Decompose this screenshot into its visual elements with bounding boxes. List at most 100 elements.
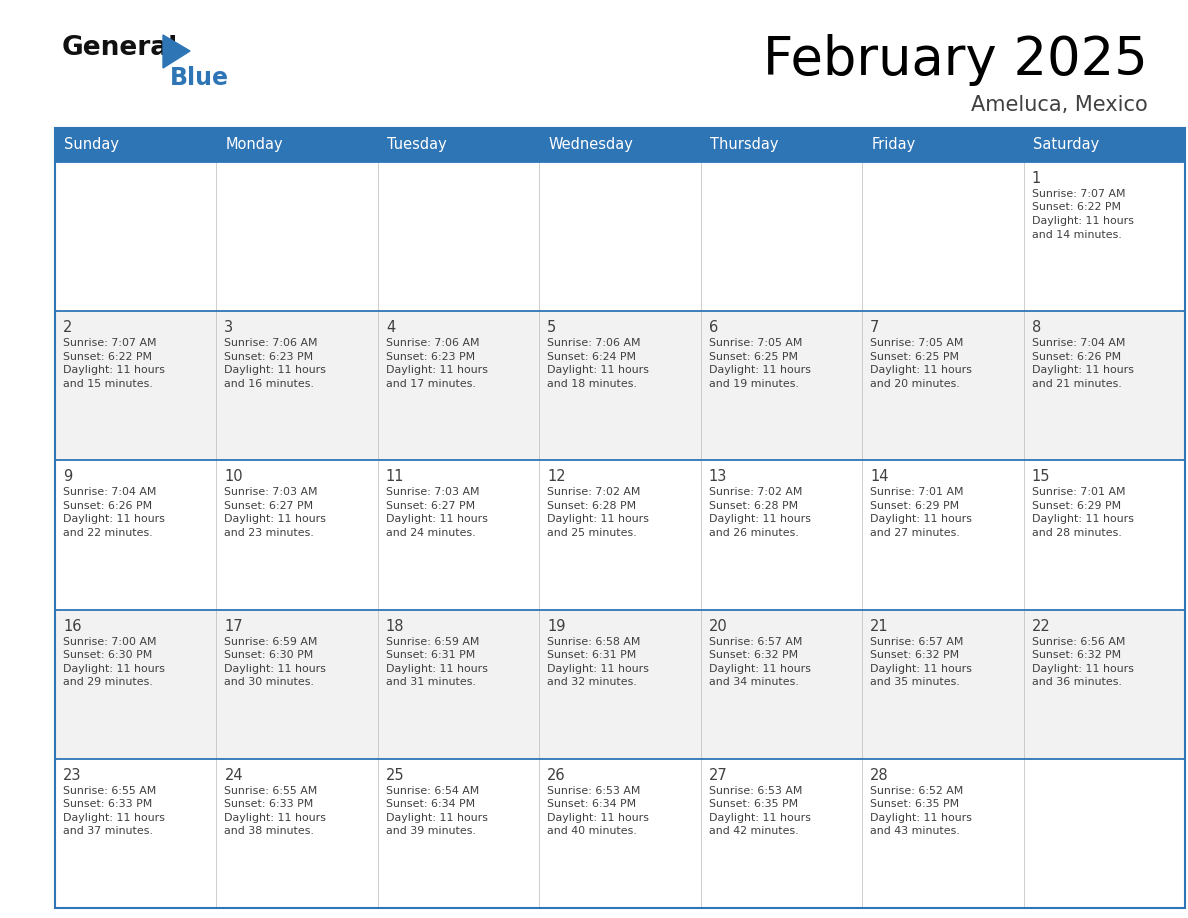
Text: Sunset: 6:25 PM: Sunset: 6:25 PM <box>870 352 959 362</box>
Text: 2: 2 <box>63 320 72 335</box>
Text: and 28 minutes.: and 28 minutes. <box>1031 528 1121 538</box>
Bar <box>55 128 1184 908</box>
Text: Sunset: 6:28 PM: Sunset: 6:28 PM <box>709 501 798 511</box>
Text: Daylight: 11 hours: Daylight: 11 hours <box>386 365 488 375</box>
Text: and 35 minutes.: and 35 minutes. <box>870 677 960 687</box>
Text: Daylight: 11 hours: Daylight: 11 hours <box>225 514 327 524</box>
Text: Sunset: 6:33 PM: Sunset: 6:33 PM <box>225 800 314 810</box>
Text: 15: 15 <box>1031 469 1050 485</box>
Text: Daylight: 11 hours: Daylight: 11 hours <box>1031 216 1133 226</box>
Text: Friday: Friday <box>871 138 916 152</box>
Text: Sunrise: 7:03 AM: Sunrise: 7:03 AM <box>386 487 479 498</box>
Bar <box>1024 759 1184 908</box>
Text: Sunset: 6:27 PM: Sunset: 6:27 PM <box>225 501 314 511</box>
Text: Sunset: 6:25 PM: Sunset: 6:25 PM <box>709 352 797 362</box>
Text: Sunrise: 6:53 AM: Sunrise: 6:53 AM <box>548 786 640 796</box>
Text: Daylight: 11 hours: Daylight: 11 hours <box>63 365 165 375</box>
Bar <box>1024 610 1184 759</box>
Text: and 36 minutes.: and 36 minutes. <box>1031 677 1121 687</box>
Bar <box>539 162 701 311</box>
Bar <box>1024 128 1184 162</box>
Bar <box>55 759 216 908</box>
Text: and 25 minutes.: and 25 minutes. <box>548 528 637 538</box>
Bar <box>378 162 539 311</box>
Text: Sunrise: 7:01 AM: Sunrise: 7:01 AM <box>870 487 963 498</box>
Text: Sunset: 6:32 PM: Sunset: 6:32 PM <box>709 650 798 660</box>
Text: Sunset: 6:26 PM: Sunset: 6:26 PM <box>1031 352 1120 362</box>
Text: 10: 10 <box>225 469 244 485</box>
Bar <box>55 128 216 162</box>
Text: General: General <box>62 35 178 61</box>
Text: Daylight: 11 hours: Daylight: 11 hours <box>709 514 810 524</box>
Text: 20: 20 <box>709 619 727 633</box>
Text: Sunset: 6:35 PM: Sunset: 6:35 PM <box>870 800 959 810</box>
Text: and 32 minutes.: and 32 minutes. <box>548 677 637 687</box>
Bar <box>701 162 862 311</box>
Text: Blue: Blue <box>170 66 229 90</box>
Bar <box>216 610 378 759</box>
Bar <box>378 610 539 759</box>
Text: Daylight: 11 hours: Daylight: 11 hours <box>1031 365 1133 375</box>
Text: Sunrise: 6:57 AM: Sunrise: 6:57 AM <box>870 636 963 646</box>
Text: Sunrise: 7:06 AM: Sunrise: 7:06 AM <box>225 338 318 348</box>
Text: 14: 14 <box>870 469 889 485</box>
Text: 11: 11 <box>386 469 404 485</box>
Text: 5: 5 <box>548 320 556 335</box>
Text: Sunrise: 6:54 AM: Sunrise: 6:54 AM <box>386 786 479 796</box>
Text: Sunset: 6:34 PM: Sunset: 6:34 PM <box>548 800 637 810</box>
Bar <box>1024 461 1184 610</box>
Text: Sunrise: 7:07 AM: Sunrise: 7:07 AM <box>1031 189 1125 199</box>
Text: Sunrise: 7:02 AM: Sunrise: 7:02 AM <box>548 487 640 498</box>
Text: Sunset: 6:26 PM: Sunset: 6:26 PM <box>63 501 152 511</box>
Text: Sunset: 6:32 PM: Sunset: 6:32 PM <box>1031 650 1120 660</box>
Text: 18: 18 <box>386 619 404 633</box>
Text: Sunrise: 7:03 AM: Sunrise: 7:03 AM <box>225 487 318 498</box>
Bar <box>1024 311 1184 461</box>
Text: Sunset: 6:22 PM: Sunset: 6:22 PM <box>63 352 152 362</box>
Text: 25: 25 <box>386 767 404 783</box>
Text: Wednesday: Wednesday <box>549 138 633 152</box>
Text: Daylight: 11 hours: Daylight: 11 hours <box>548 812 650 823</box>
Text: Daylight: 11 hours: Daylight: 11 hours <box>1031 514 1133 524</box>
Text: Daylight: 11 hours: Daylight: 11 hours <box>870 365 972 375</box>
Text: and 21 minutes.: and 21 minutes. <box>1031 379 1121 388</box>
Text: Sunset: 6:33 PM: Sunset: 6:33 PM <box>63 800 152 810</box>
Text: 8: 8 <box>1031 320 1041 335</box>
Bar <box>539 461 701 610</box>
Bar <box>539 311 701 461</box>
Bar <box>216 128 378 162</box>
Bar <box>862 311 1024 461</box>
Text: and 16 minutes.: and 16 minutes. <box>225 379 315 388</box>
Text: Sunset: 6:23 PM: Sunset: 6:23 PM <box>386 352 475 362</box>
Text: Sunrise: 7:02 AM: Sunrise: 7:02 AM <box>709 487 802 498</box>
Text: 6: 6 <box>709 320 718 335</box>
Text: and 26 minutes.: and 26 minutes. <box>709 528 798 538</box>
Text: 19: 19 <box>548 619 565 633</box>
Bar <box>1024 162 1184 311</box>
Text: 13: 13 <box>709 469 727 485</box>
Text: Daylight: 11 hours: Daylight: 11 hours <box>709 812 810 823</box>
Text: Sunset: 6:29 PM: Sunset: 6:29 PM <box>870 501 959 511</box>
Text: Daylight: 11 hours: Daylight: 11 hours <box>386 664 488 674</box>
Bar <box>862 128 1024 162</box>
Text: Sunrise: 6:59 AM: Sunrise: 6:59 AM <box>386 636 479 646</box>
Text: Sunset: 6:34 PM: Sunset: 6:34 PM <box>386 800 475 810</box>
Bar <box>216 162 378 311</box>
Text: Sunrise: 7:00 AM: Sunrise: 7:00 AM <box>63 636 157 646</box>
Bar <box>55 461 216 610</box>
Text: Daylight: 11 hours: Daylight: 11 hours <box>870 812 972 823</box>
Text: Sunrise: 6:58 AM: Sunrise: 6:58 AM <box>548 636 640 646</box>
Text: Sunrise: 6:55 AM: Sunrise: 6:55 AM <box>225 786 317 796</box>
Bar <box>55 311 216 461</box>
Bar <box>862 461 1024 610</box>
Text: Sunset: 6:31 PM: Sunset: 6:31 PM <box>548 650 637 660</box>
Text: 16: 16 <box>63 619 82 633</box>
Text: Saturday: Saturday <box>1032 138 1099 152</box>
Text: Sunset: 6:24 PM: Sunset: 6:24 PM <box>548 352 637 362</box>
Text: and 29 minutes.: and 29 minutes. <box>63 677 153 687</box>
Bar <box>378 759 539 908</box>
Text: and 40 minutes.: and 40 minutes. <box>548 826 637 836</box>
Text: Sunrise: 6:52 AM: Sunrise: 6:52 AM <box>870 786 963 796</box>
Bar <box>55 610 216 759</box>
Text: 9: 9 <box>63 469 72 485</box>
